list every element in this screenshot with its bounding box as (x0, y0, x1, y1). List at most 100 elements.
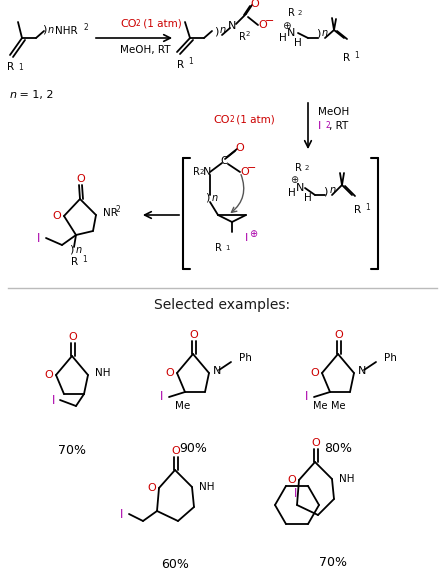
Text: 70%: 70% (58, 443, 86, 456)
Text: CO: CO (120, 19, 137, 29)
Text: ): ) (316, 29, 320, 39)
Text: NH: NH (199, 482, 214, 492)
Text: R: R (354, 205, 362, 215)
Text: , RT: , RT (329, 121, 348, 131)
Text: R: R (287, 8, 295, 18)
Text: (1 atm): (1 atm) (233, 115, 275, 125)
Text: I: I (37, 232, 40, 244)
Text: O: O (311, 368, 320, 378)
Text: 2: 2 (83, 23, 88, 33)
Text: ): ) (205, 193, 209, 203)
Text: I: I (244, 233, 247, 243)
Text: 2: 2 (246, 31, 251, 37)
Text: N: N (213, 366, 221, 376)
Text: R: R (72, 257, 79, 267)
Text: n: n (330, 185, 336, 195)
Text: ): ) (69, 245, 73, 255)
Text: n: n (212, 193, 218, 203)
Text: O: O (69, 332, 77, 342)
Text: ): ) (323, 186, 327, 196)
Text: R: R (239, 32, 246, 42)
Text: 1: 1 (225, 245, 230, 251)
Text: NH: NH (95, 368, 110, 378)
Text: Ph: Ph (384, 353, 397, 363)
Text: O: O (259, 20, 267, 30)
Text: CO: CO (213, 115, 230, 125)
Text: 2: 2 (136, 20, 141, 29)
Text: ⊕: ⊕ (249, 229, 257, 239)
Text: N: N (203, 167, 211, 177)
Text: ): ) (42, 25, 46, 35)
Text: H: H (304, 193, 312, 203)
Text: 1: 1 (18, 62, 23, 72)
Text: O: O (53, 211, 61, 221)
Text: Me: Me (175, 401, 190, 411)
Text: I: I (120, 508, 124, 520)
Text: I: I (160, 391, 164, 403)
Text: 1: 1 (188, 58, 193, 66)
Text: = 1, 2: = 1, 2 (16, 90, 53, 100)
Text: MeOH, RT: MeOH, RT (120, 45, 170, 55)
Text: n: n (76, 245, 82, 255)
Text: N: N (358, 366, 366, 376)
Text: 80%: 80% (324, 442, 352, 455)
Text: (1 atm): (1 atm) (140, 19, 182, 29)
Text: 2: 2 (116, 205, 121, 215)
Text: n: n (48, 25, 54, 35)
Text: −: − (265, 16, 275, 26)
Text: H: H (279, 33, 287, 43)
Text: O: O (335, 330, 344, 340)
Text: 2: 2 (325, 122, 330, 130)
Text: 1: 1 (82, 254, 87, 264)
Text: n: n (322, 28, 328, 38)
Text: 2: 2 (305, 165, 309, 171)
Text: 90%: 90% (179, 442, 207, 455)
Text: O: O (190, 330, 198, 340)
Text: R: R (8, 62, 15, 72)
Text: 2: 2 (229, 115, 234, 125)
Text: O: O (172, 446, 180, 456)
Text: R: R (193, 167, 200, 177)
Text: I: I (318, 121, 321, 131)
Text: Me: Me (313, 401, 327, 411)
Text: R: R (344, 53, 351, 63)
Text: O: O (235, 143, 244, 153)
Text: 60%: 60% (161, 559, 189, 572)
Text: C: C (220, 156, 228, 166)
Text: O: O (312, 438, 320, 448)
Text: O: O (241, 167, 249, 177)
Text: N: N (296, 183, 304, 193)
Text: O: O (44, 370, 53, 380)
Text: O: O (77, 174, 85, 184)
Text: 1: 1 (365, 203, 370, 211)
Text: O: O (251, 0, 259, 9)
Text: N: N (287, 28, 295, 38)
Text: N: N (228, 21, 236, 31)
Text: 2: 2 (298, 10, 302, 16)
Text: O: O (287, 475, 296, 485)
Text: I: I (294, 488, 298, 501)
Text: O: O (166, 368, 174, 378)
Text: ): ) (214, 26, 218, 36)
Text: 70%: 70% (319, 556, 347, 570)
Text: Selected examples:: Selected examples: (154, 298, 290, 312)
Text: ⊕: ⊕ (290, 175, 298, 185)
Text: Me: Me (331, 401, 345, 411)
Text: −: − (247, 163, 257, 173)
Text: I: I (53, 393, 56, 406)
Text: R: R (214, 243, 222, 253)
Text: 2: 2 (200, 169, 204, 175)
Text: H: H (294, 38, 302, 48)
Text: ⊕: ⊕ (282, 21, 291, 31)
Text: NR: NR (103, 208, 118, 218)
Text: H: H (288, 188, 296, 198)
Text: Ph: Ph (239, 353, 252, 363)
Text: R: R (178, 60, 185, 70)
Text: NH: NH (339, 474, 355, 484)
Text: NHR: NHR (55, 26, 77, 36)
Text: MeOH: MeOH (318, 107, 349, 117)
Text: I: I (305, 391, 309, 403)
Text: n: n (220, 25, 226, 35)
Text: R: R (295, 163, 301, 173)
Text: 1: 1 (354, 51, 359, 59)
